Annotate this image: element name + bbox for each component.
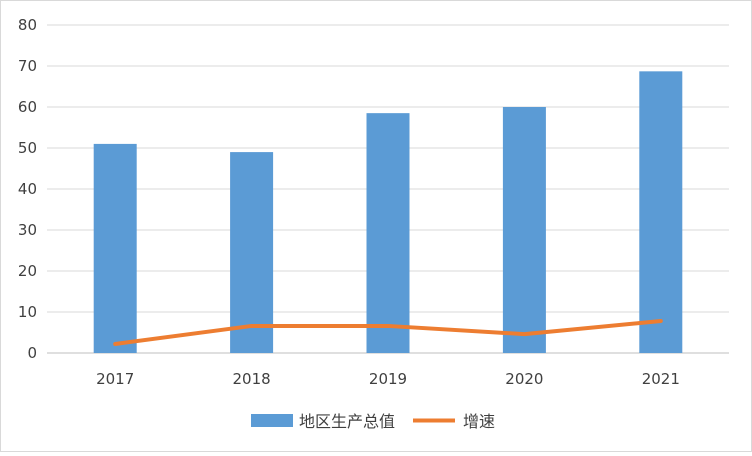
- x-tick-label: 2019: [369, 370, 407, 388]
- y-tick-label: 70: [18, 57, 37, 75]
- growth-line: [113, 319, 663, 346]
- x-tick-label: 2018: [233, 370, 271, 388]
- bar: [502, 107, 546, 353]
- bar: [639, 71, 683, 353]
- x-axis: 2017 2018 2019 2020 2021: [96, 370, 680, 388]
- y-tick-label: 20: [18, 262, 37, 280]
- y-tick-label: 50: [18, 139, 37, 157]
- line-series: [113, 319, 663, 346]
- y-tick-label: 60: [18, 98, 37, 116]
- bar: [93, 143, 137, 353]
- x-tick-label: 2020: [505, 370, 543, 388]
- y-tick-label: 30: [18, 221, 37, 239]
- y-tick-label: 10: [18, 303, 37, 321]
- legend-label: 地区生产总值: [299, 412, 395, 431]
- legend-bar-swatch: [251, 414, 293, 427]
- legend: 地区生产总值 增速: [251, 412, 495, 431]
- x-tick-label: 2017: [96, 370, 134, 388]
- x-tick-label: 2021: [642, 370, 680, 388]
- bar-series: [93, 71, 683, 354]
- legend-label: 增速: [463, 412, 495, 431]
- y-tick-label: 40: [18, 180, 37, 198]
- bar: [230, 152, 274, 353]
- bar: [366, 113, 410, 354]
- y-tick-label: 0: [27, 344, 37, 362]
- y-axis: 0 10 20 30 40 50 60 70 80: [18, 16, 37, 362]
- y-tick-label: 80: [18, 16, 37, 34]
